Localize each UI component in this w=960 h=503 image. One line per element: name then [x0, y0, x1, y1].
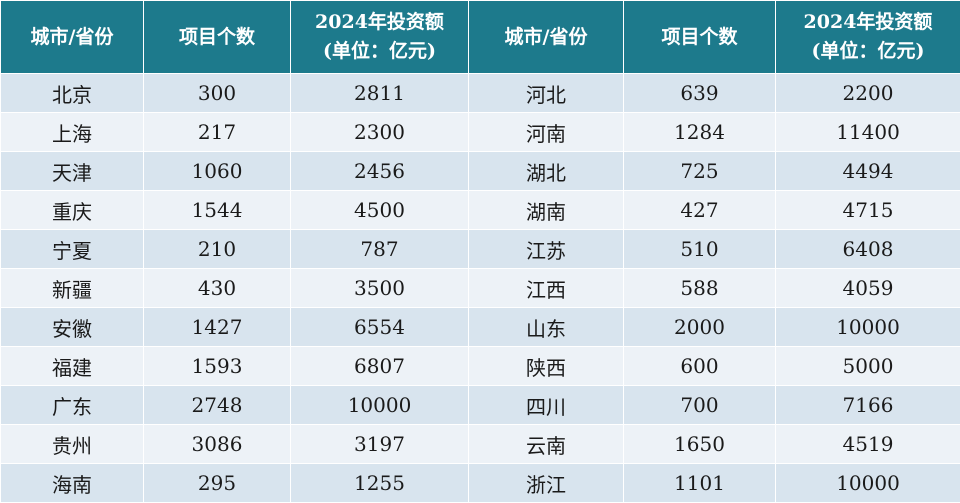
- count-cell: 210: [144, 230, 291, 269]
- count-cell: 510: [624, 230, 776, 269]
- count-cell: 588: [624, 269, 776, 308]
- header-invest-line2: (单位：亿元): [780, 37, 956, 66]
- city-cell: 陕西: [469, 347, 624, 386]
- city-cell: 河北: [469, 74, 624, 113]
- count-cell: 1060: [144, 152, 291, 191]
- table-row: 新疆 430 3500 江西 588 4059: [1, 269, 960, 308]
- count-cell: 700: [624, 386, 776, 425]
- city-cell: 上海: [1, 113, 144, 152]
- invest-cell: 10000: [776, 308, 960, 347]
- table-row: 广东 2748 10000 四川 700 7166: [1, 386, 960, 425]
- invest-cell: 787: [291, 230, 469, 269]
- city-cell: 四川: [469, 386, 624, 425]
- city-cell: 广东: [1, 386, 144, 425]
- city-cell: 福建: [1, 347, 144, 386]
- header-city-left: 城市/省份: [1, 1, 144, 74]
- count-cell: 639: [624, 74, 776, 113]
- invest-cell: 6554: [291, 308, 469, 347]
- count-cell: 2000: [624, 308, 776, 347]
- count-cell: 300: [144, 74, 291, 113]
- invest-cell: 11400: [776, 113, 960, 152]
- count-cell: 2748: [144, 386, 291, 425]
- city-cell: 天津: [1, 152, 144, 191]
- header-invest-left: 2024年投资额 (单位：亿元): [291, 1, 469, 74]
- invest-cell: 3197: [291, 425, 469, 464]
- table-row: 上海 217 2300 河南 1284 11400: [1, 113, 960, 152]
- invest-cell: 2456: [291, 152, 469, 191]
- city-cell: 重庆: [1, 191, 144, 230]
- table-row: 安徽 1427 6554 山东 2000 10000: [1, 308, 960, 347]
- table-row: 福建 1593 6807 陕西 600 5000: [1, 347, 960, 386]
- count-cell: 1427: [144, 308, 291, 347]
- city-cell: 安徽: [1, 308, 144, 347]
- header-city-right: 城市/省份: [469, 1, 624, 74]
- header-count-right: 项目个数: [624, 1, 776, 74]
- invest-cell: 6408: [776, 230, 960, 269]
- city-cell: 湖南: [469, 191, 624, 230]
- table-row: 宁夏 210 787 江苏 510 6408: [1, 230, 960, 269]
- table-row: 贵州 3086 3197 云南 1650 4519: [1, 425, 960, 464]
- city-cell: 河南: [469, 113, 624, 152]
- invest-cell: 4059: [776, 269, 960, 308]
- table-row: 天津 1060 2456 湖北 725 4494: [1, 152, 960, 191]
- header-row: 城市/省份 项目个数 2024年投资额 (单位：亿元) 城市/省份 项目个数 2…: [1, 1, 960, 74]
- count-cell: 430: [144, 269, 291, 308]
- invest-cell: 6807: [291, 347, 469, 386]
- city-cell: 云南: [469, 425, 624, 464]
- invest-cell: 2300: [291, 113, 469, 152]
- header-count-left: 项目个数: [144, 1, 291, 74]
- count-cell: 1650: [624, 425, 776, 464]
- invest-cell: 3500: [291, 269, 469, 308]
- header-invest-right: 2024年投资额 (单位：亿元): [776, 1, 960, 74]
- city-cell: 山东: [469, 308, 624, 347]
- invest-cell: 2811: [291, 74, 469, 113]
- count-cell: 427: [624, 191, 776, 230]
- invest-cell: 10000: [291, 386, 469, 425]
- invest-cell: 2200: [776, 74, 960, 113]
- city-cell: 江西: [469, 269, 624, 308]
- table-row: 重庆 1544 4500 湖南 427 4715: [1, 191, 960, 230]
- count-cell: 725: [624, 152, 776, 191]
- count-cell: 600: [624, 347, 776, 386]
- invest-cell: 4519: [776, 425, 960, 464]
- table-row: 北京 300 2811 河北 639 2200: [1, 74, 960, 113]
- city-cell: 北京: [1, 74, 144, 113]
- header-invest-line1: 2024年投资额: [780, 8, 956, 37]
- count-cell: 1593: [144, 347, 291, 386]
- count-cell: 217: [144, 113, 291, 152]
- invest-cell: 4500: [291, 191, 469, 230]
- count-cell: 1284: [624, 113, 776, 152]
- count-cell: 1544: [144, 191, 291, 230]
- count-cell: 3086: [144, 425, 291, 464]
- city-cell: 宁夏: [1, 230, 144, 269]
- city-cell: 江苏: [469, 230, 624, 269]
- invest-cell: 5000: [776, 347, 960, 386]
- city-cell: 贵州: [1, 425, 144, 464]
- invest-cell: 4715: [776, 191, 960, 230]
- header-invest-line2: (单位：亿元): [295, 37, 464, 66]
- invest-cell: 7166: [776, 386, 960, 425]
- invest-cell: 4494: [776, 152, 960, 191]
- city-cell: 新疆: [1, 269, 144, 308]
- city-cell: 湖北: [469, 152, 624, 191]
- header-invest-line1: 2024年投资额: [295, 8, 464, 37]
